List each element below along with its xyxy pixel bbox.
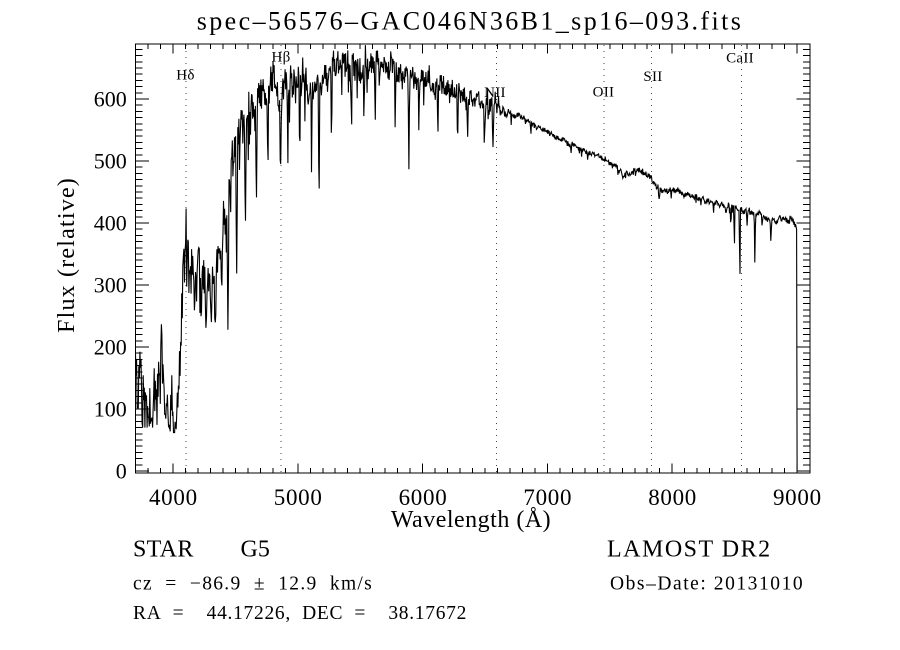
svg-text:300: 300 [94,272,127,297]
svg-text:Wavelength (Å): Wavelength (Å) [391,507,551,533]
svg-text:4000: 4000 [149,485,198,510]
svg-text:RA = 44.17226, DEC =: RA = 44.17226, DEC = 38.17672 [133,603,467,624]
svg-text:200: 200 [94,334,127,359]
svg-text:NII: NII [484,85,506,101]
svg-text:600: 600 [94,86,127,111]
svg-text:6000: 6000 [399,485,448,510]
svg-text:5000: 5000 [274,485,323,510]
svg-text:500: 500 [94,148,127,173]
svg-text:Obs–Date: 20131010: Obs–Date: 20131010 [610,574,804,595]
svg-text:spec–56576–GAC046N36B1_sp16–09: spec–56576–GAC046N36B1_sp16–093.fits [197,7,743,36]
svg-text:400: 400 [94,210,127,235]
svg-text:Hβ: Hβ [271,50,290,66]
svg-text:STAR: STAR [133,537,194,563]
svg-text:100: 100 [94,396,127,421]
svg-text:SII: SII [643,69,662,85]
svg-text:Hδ: Hδ [176,68,195,84]
svg-text:LAMOST DR2: LAMOST DR2 [607,537,772,563]
svg-text:OII: OII [593,85,615,101]
svg-text:G5: G5 [241,537,270,563]
svg-text:9000: 9000 [773,485,822,510]
svg-text:Flux (relative): Flux (relative) [54,177,80,333]
svg-text:CaII: CaII [726,51,754,67]
svg-text:cz = −86.9 ± 12.9 km/s: cz = −86.9 ± 12.9 km/s [133,574,373,595]
svg-text:8000: 8000 [648,485,697,510]
svg-text:7000: 7000 [523,485,572,510]
svg-text:0: 0 [116,458,127,483]
